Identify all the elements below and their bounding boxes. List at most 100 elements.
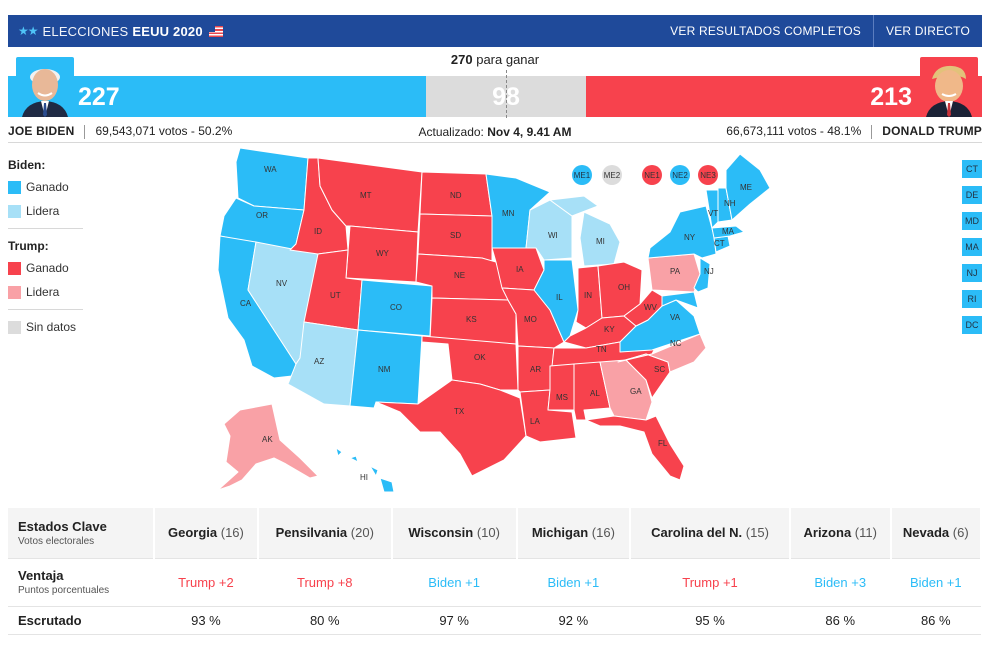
trump-avatar (920, 57, 978, 117)
trump-popular-vote: 66,673,111 votos - 48.1% (726, 124, 862, 138)
label-ne: NE (454, 271, 465, 280)
label-va: VA (670, 313, 681, 322)
state-nj (693, 257, 711, 293)
key-states-table: Estados Clave Votos electorales Georgia … (8, 508, 983, 635)
row-label-states: Estados Clave Votos electorales (8, 508, 155, 559)
biden-info: JOE BIDEN 69,543,071 votos - 50.2% (8, 124, 232, 139)
state-ny (647, 205, 717, 259)
label-wa: WA (264, 165, 277, 174)
state-md (661, 291, 699, 309)
label-nj: NJ (704, 267, 714, 276)
label-pa: PA (670, 267, 681, 276)
counted-michigan: 92 % (516, 606, 631, 635)
label-in: IN (584, 291, 592, 300)
counted-pensilvania: 80 % (257, 606, 392, 635)
label-ar: AR (530, 365, 541, 374)
label-az: AZ (314, 357, 324, 366)
label-sc: SC (654, 365, 665, 374)
full-results-link[interactable]: VER RESULTADOS COMPLETOS (670, 24, 861, 38)
label-la: LA (530, 417, 540, 426)
small-state-ct[interactable]: CT (962, 160, 982, 178)
trump-name: DONALD TRUMP (882, 124, 982, 138)
label-ky: KY (604, 325, 615, 334)
state-wv (623, 289, 663, 327)
header-divider (8, 142, 982, 143)
top-navigation-bar: ★★ ELECCIONES EEUU 2020 VER RESULTADOS C… (8, 15, 982, 47)
trump-ev-count: 213 (870, 83, 912, 111)
small-states-list: CT DE MD MA NJ RI DC (962, 160, 982, 342)
label-nc: NC (670, 339, 682, 348)
state-ma (711, 225, 745, 239)
label-ca: CA (240, 299, 252, 308)
to-win-text: para ganar (476, 52, 540, 67)
label-ms: MS (556, 393, 568, 402)
row-label-lead: Ventaja Puntos porcentuales (8, 558, 154, 607)
district-me2: ME2 (604, 171, 621, 180)
updated-value: Nov 4, 9.41 AM (487, 125, 572, 139)
counted-georgia: 93 % (154, 606, 258, 635)
small-state-ri[interactable]: RI (962, 290, 982, 308)
state-carolina-del-n[interactable]: Carolina del N. (15) (630, 508, 791, 559)
label-tn: TN (596, 345, 607, 354)
label-ny: NY (684, 233, 696, 242)
label-sd: SD (450, 231, 461, 240)
us-flag-icon (208, 25, 223, 37)
legend-biden-title: Biden: (8, 158, 46, 172)
brand[interactable]: ★★ ELECCIONES EEUU 2020 (8, 24, 658, 39)
state-michigan[interactable]: Michigan (16) (516, 508, 632, 559)
state-me (725, 153, 771, 221)
lead-carolina-del-n: Trump +1 (630, 558, 790, 607)
legend-trump-title: Trump: (8, 239, 49, 253)
label-ok: OK (474, 353, 486, 362)
label-co: CO (390, 303, 402, 312)
legend-trump-leads: Lidera (8, 285, 83, 299)
updated-label: Actualizado: (418, 125, 484, 139)
state-hi (335, 447, 395, 493)
small-state-md[interactable]: MD (962, 212, 982, 230)
state-pensilvania[interactable]: Pensilvania (20) (257, 508, 393, 559)
lead-michigan: Biden +1 (516, 558, 631, 607)
district-me1: ME1 (574, 171, 591, 180)
live-link[interactable]: VER DIRECTO (886, 24, 970, 38)
small-state-nj[interactable]: NJ (962, 264, 982, 282)
label-tx: TX (454, 407, 465, 416)
label-al: AL (590, 389, 600, 398)
small-state-dc[interactable]: DC (962, 316, 982, 334)
state-arizona[interactable]: Arizona (11) (789, 508, 892, 559)
counted-carolina-del-n: 95 % (630, 606, 790, 635)
lead-nevada: Biden +1 (890, 558, 981, 607)
updated-time: Actualizado: Nov 4, 9.41 AM (390, 125, 600, 139)
label-fl: FL (658, 439, 668, 448)
label-oh: OH (618, 283, 630, 292)
label-vt: VT (708, 209, 718, 218)
to-win-label: 270 para ganar (420, 52, 570, 67)
label-mo: MO (524, 315, 537, 324)
brand-bold-text: EEUU 2020 (132, 23, 203, 39)
state-nc (617, 333, 707, 373)
counted-wisconsin: 97 % (391, 606, 517, 635)
state-ms (547, 363, 575, 411)
counted-arizona: 86 % (789, 606, 891, 635)
label-ks: KS (466, 315, 477, 324)
label-ct: CT (714, 239, 725, 248)
trump-info: 66,673,111 votos - 48.1% DONALD TRUMP (726, 124, 982, 139)
district-ne2: NE2 (672, 171, 688, 180)
state-ok (421, 335, 519, 391)
table-row-states: Estados Clave Votos electorales Georgia … (8, 508, 983, 559)
small-state-de[interactable]: DE (962, 186, 982, 204)
state-fl (585, 415, 685, 481)
table-row-counted: Escrutado 93 % 80 % 97 % 92 % 95 % 86 % … (8, 606, 981, 635)
map-legend: Biden: Ganado Lidera Trump: Ganado Lider… (8, 158, 83, 344)
biden-popular-vote: 69,543,071 votos - 50.2% (95, 124, 233, 138)
state-wisconsin[interactable]: Wisconsin (10) (391, 508, 518, 559)
small-state-ma[interactable]: MA (962, 238, 982, 256)
label-wv: WV (644, 303, 658, 312)
label-wi: WI (548, 231, 558, 240)
state-georgia[interactable]: Georgia (16) (154, 508, 259, 559)
district-markers: ME1 ME2 NE1 NE2 NE3 (570, 163, 730, 192)
legend-biden-leads: Lidera (8, 204, 83, 218)
district-ne3: NE3 (700, 171, 716, 180)
lead-wisconsin: Biden +1 (391, 558, 517, 607)
state-nevada[interactable]: Nevada (6) (890, 508, 983, 559)
label-nm: NM (378, 365, 391, 374)
